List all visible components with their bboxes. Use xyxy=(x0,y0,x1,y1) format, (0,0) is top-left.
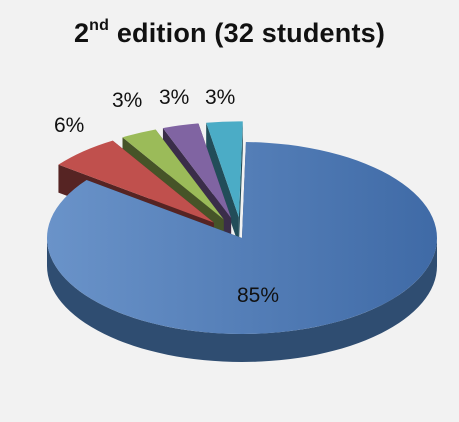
pie-slice-top-3 xyxy=(162,123,232,219)
pie-slice-cut-4-0 xyxy=(206,122,239,246)
pie-slice-4 xyxy=(206,121,243,246)
pie-slice-top-2 xyxy=(122,129,224,220)
pie-slice-0 xyxy=(46,142,437,362)
pie-slice-top-4 xyxy=(206,121,243,218)
chart-title-rest: edition (32 students) xyxy=(109,18,386,48)
pie-slice-top-1 xyxy=(58,140,214,223)
pie-label-0: 85% xyxy=(237,284,279,307)
pie-slices xyxy=(46,121,437,362)
chart-title: 2nd edition (32 students) xyxy=(0,17,459,49)
pie-labels: 85% 6% 3% 3% 3% xyxy=(54,86,279,307)
chart-title-main: 2 xyxy=(73,18,90,48)
pie-slice-side-0 xyxy=(47,238,437,362)
pie-label-2: 3% xyxy=(112,89,142,112)
pie-label-3: 3% xyxy=(159,86,189,109)
pie-slice-cut-4-1 xyxy=(238,121,243,246)
pie-label-1: 6% xyxy=(54,114,84,137)
chart-title-superscript: nd xyxy=(89,17,110,34)
pie-label-4: 3% xyxy=(205,86,235,109)
pie-slice-top-0 xyxy=(46,142,437,334)
